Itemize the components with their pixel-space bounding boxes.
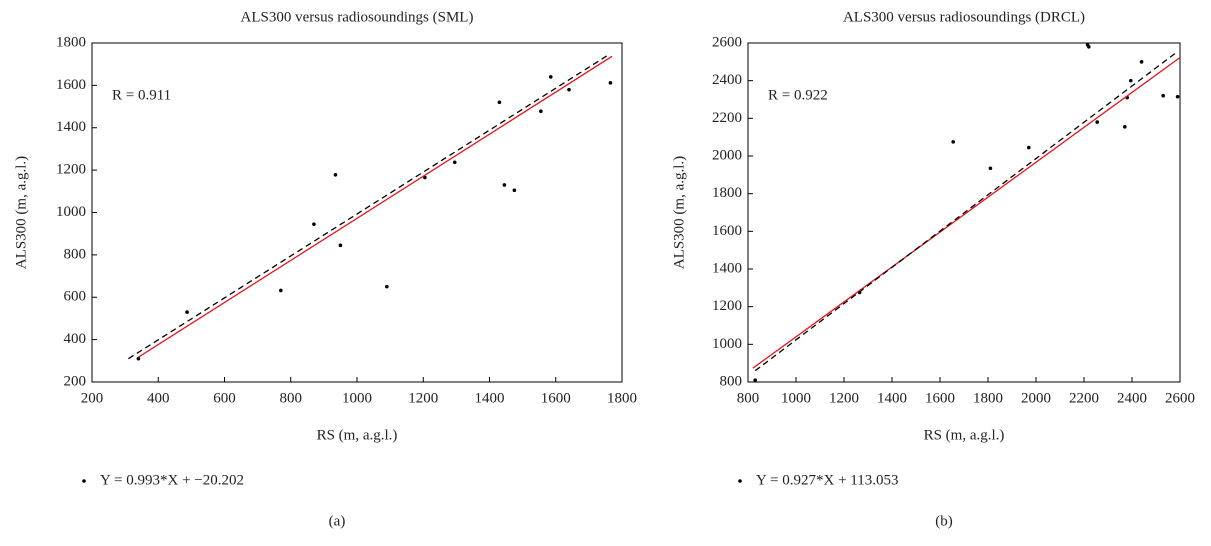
y-tick-label: 1800 (712, 185, 742, 201)
data-point (753, 378, 757, 382)
data-point (136, 356, 141, 361)
x-tick-label: 1200 (408, 390, 438, 406)
plot-frame (747, 42, 1181, 383)
x-axis-label: RS (m, a.g.l.) (924, 427, 1005, 443)
annotation: R = 0.922 (768, 87, 828, 103)
x-tick-label: 800 (280, 390, 303, 406)
y-tick-label: 2000 (712, 147, 742, 163)
data-point (1129, 78, 1133, 83)
y-tick-label: 400 (64, 331, 87, 347)
chart-title: ALS300 versus radiosoundings (SML) (241, 9, 474, 25)
legend-label: Y = 0.993*X + −20.202 (100, 472, 244, 488)
x-tick-label: 200 (81, 390, 104, 406)
y-tick-label: 200 (64, 373, 87, 389)
legend-marker (82, 479, 86, 483)
legend-marker (738, 479, 742, 483)
data-point (1027, 145, 1031, 150)
y-tick-label: 1000 (56, 204, 86, 220)
data-point (452, 160, 457, 165)
data-point (1139, 60, 1144, 64)
y-tick-label: 2200 (712, 110, 742, 126)
x-tick-label: 1600 (541, 390, 571, 406)
x-tick-label: 2000 (1021, 390, 1051, 406)
y-tick-label: 1600 (56, 77, 86, 93)
data-point (1087, 44, 1091, 49)
x-axis-label: RS (m, a.g.l.) (317, 427, 398, 443)
y-tick-label: 2600 (712, 34, 742, 50)
x-tick-label: 2200 (1069, 390, 1099, 406)
x-tick-label: 600 (213, 390, 236, 406)
y-tick-label: 2400 (712, 72, 742, 88)
y-tick-label: 1200 (712, 298, 742, 314)
data-point (1123, 125, 1127, 129)
x-tick-label: 1800 (607, 390, 637, 406)
y-tick-label: 1400 (712, 260, 742, 276)
data-point (333, 172, 338, 177)
y-tick-label: 800 (720, 373, 743, 389)
data-point (567, 87, 571, 92)
data-point (423, 175, 427, 180)
data-point (312, 222, 316, 226)
x-tick-label: 1400 (877, 390, 907, 406)
chart-title: ALS300 versus radiosoundings (DRCL) (843, 9, 1085, 25)
x-tick-label: 400 (147, 390, 170, 406)
y-tick-label: 1400 (56, 119, 86, 135)
y-tick-label: 1000 (712, 336, 742, 352)
legend-label: Y = 0.927*X + 113.053 (756, 472, 898, 488)
data-point (988, 166, 993, 171)
reference-line (128, 54, 610, 360)
data-point (185, 310, 189, 314)
x-tick-label: 2400 (1117, 390, 1147, 406)
data-point (512, 188, 517, 193)
data-point (497, 100, 502, 105)
data-point (385, 284, 389, 289)
annotation: R = 0.911 (112, 87, 171, 103)
x-tick-label: 1600 (925, 390, 955, 406)
data-point (608, 81, 613, 85)
data-point (279, 288, 283, 293)
fit-line (138, 55, 613, 358)
data-point (502, 183, 507, 187)
data-point (1175, 94, 1180, 99)
data-point (548, 75, 553, 79)
data-point (951, 140, 955, 144)
fit-line (752, 56, 1181, 369)
y-tick-label: 1200 (56, 162, 86, 178)
x-tick-label: 1800 (973, 390, 1003, 406)
y-tick-label: 800 (64, 246, 87, 262)
y-axis-label: ALS300 (m, a.g.l.) (13, 156, 29, 269)
y-tick-label: 600 (64, 289, 87, 305)
data-point (539, 109, 543, 114)
x-tick-label: 800 (737, 390, 760, 406)
x-tick-label: 2600 (1165, 390, 1195, 406)
x-tick-label: 1200 (829, 390, 859, 406)
panel-label: (b) (935, 513, 953, 529)
y-axis-label: ALS300 (m, a.g.l.) (671, 156, 687, 269)
data-point (1095, 120, 1099, 124)
x-tick-label: 1000 (342, 390, 372, 406)
y-tick-label: 1600 (712, 223, 742, 239)
x-tick-label: 1000 (781, 390, 811, 406)
data-point (338, 243, 343, 248)
y-tick-label: 1800 (56, 34, 86, 50)
data-point (1161, 93, 1165, 98)
panel-label: (a) (329, 513, 346, 529)
reference-line (754, 52, 1176, 372)
x-tick-label: 1400 (475, 390, 505, 406)
